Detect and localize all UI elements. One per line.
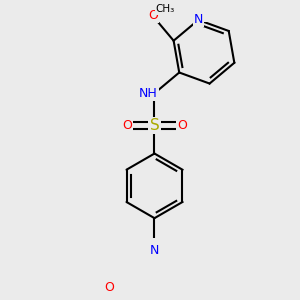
Text: CH₃: CH₃ bbox=[156, 4, 175, 14]
Text: N: N bbox=[194, 14, 203, 26]
Text: O: O bbox=[177, 119, 187, 132]
Text: N: N bbox=[150, 244, 159, 257]
Text: O: O bbox=[122, 119, 132, 132]
Text: S: S bbox=[150, 118, 159, 133]
Text: O: O bbox=[104, 280, 114, 294]
Text: NH: NH bbox=[139, 87, 158, 100]
Text: O: O bbox=[148, 9, 158, 22]
